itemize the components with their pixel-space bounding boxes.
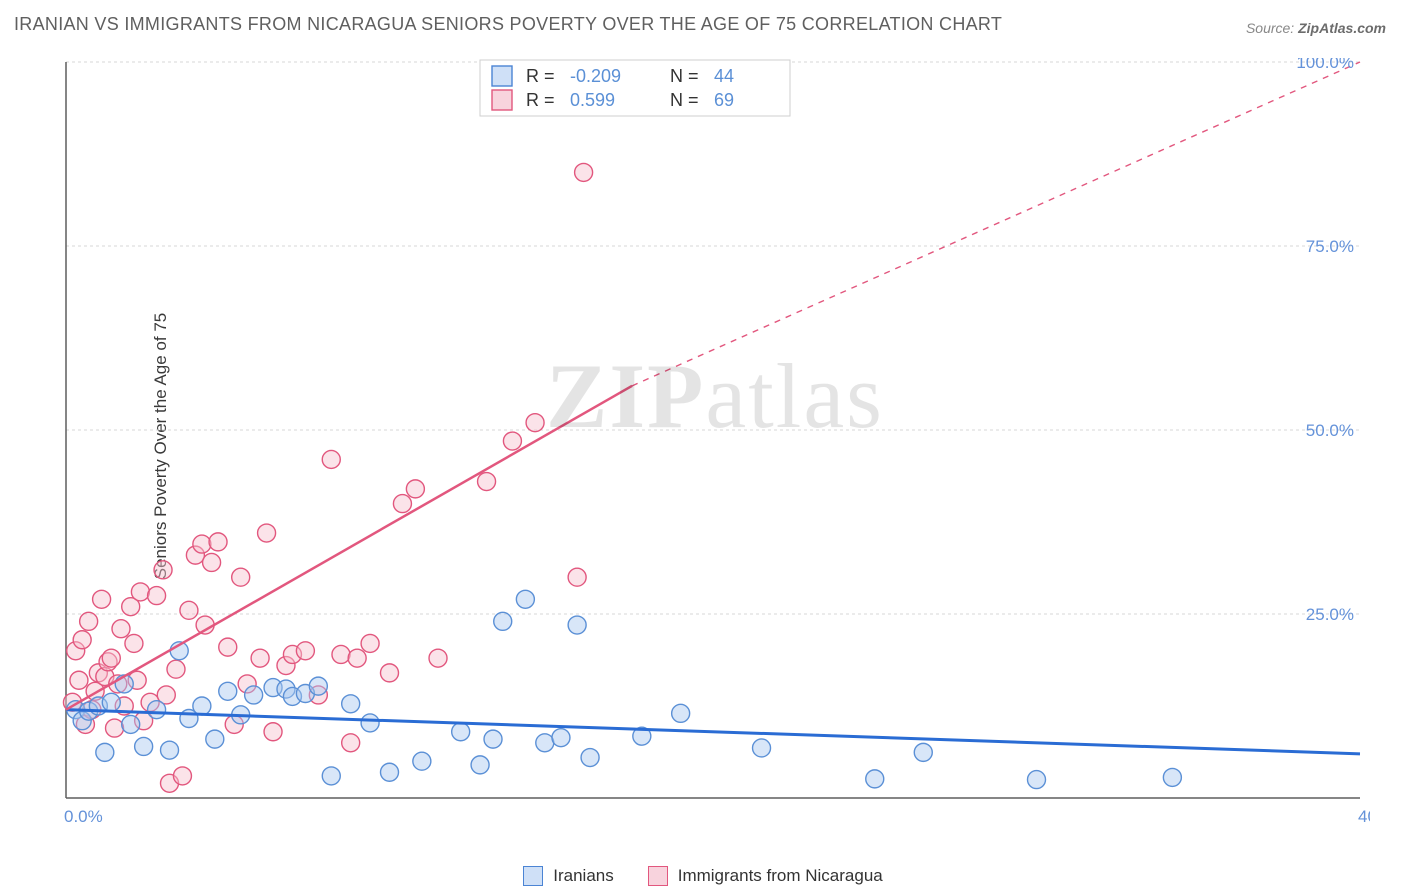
svg-text:40.0%: 40.0% — [1358, 807, 1370, 826]
series-blue-points — [67, 590, 1182, 788]
source-attribution: Source: ZipAtlas.com — [1246, 20, 1386, 36]
y-tick-labels: 25.0% 50.0% 75.0% 100.0% — [1296, 58, 1354, 624]
scatter-chart: 25.0% 50.0% 75.0% 100.0% 0.0% 40.0% R = -0.20… — [60, 58, 1370, 826]
bottom-legend: Iranians Immigrants from Nicaragua — [0, 866, 1406, 886]
svg-text:0.599: 0.599 — [570, 90, 615, 110]
chart-title: IRANIAN VS IMMIGRANTS FROM NICARAGUA SEN… — [14, 14, 1002, 35]
svg-text:-0.209: -0.209 — [570, 66, 621, 86]
legend-item-blue: Iranians — [523, 866, 613, 886]
svg-text:50.0%: 50.0% — [1306, 421, 1354, 440]
svg-text:100.0%: 100.0% — [1296, 58, 1354, 72]
source-name: ZipAtlas.com — [1298, 20, 1386, 36]
stats-legend: R = -0.209 N = 44 R = 0.599 N = 69 — [480, 60, 790, 116]
svg-text:44: 44 — [714, 66, 734, 86]
svg-text:R =: R = — [526, 66, 555, 86]
legend-label-pink: Immigrants from Nicaragua — [678, 866, 883, 886]
svg-text:N =: N = — [670, 90, 699, 110]
svg-text:69: 69 — [714, 90, 734, 110]
svg-text:R =: R = — [526, 90, 555, 110]
legend-swatch-pink — [648, 866, 668, 886]
x-tick-labels: 0.0% 40.0% — [64, 807, 1370, 826]
svg-text:25.0%: 25.0% — [1306, 605, 1354, 624]
legend-swatch-blue — [523, 866, 543, 886]
chart-area: 25.0% 50.0% 75.0% 100.0% 0.0% 40.0% R = -0.20… — [60, 58, 1370, 826]
svg-text:75.0%: 75.0% — [1306, 237, 1354, 256]
svg-text:N =: N = — [670, 66, 699, 86]
source-prefix: Source: — [1246, 20, 1298, 36]
series-pink-points — [63, 163, 592, 792]
legend-item-pink: Immigrants from Nicaragua — [648, 866, 883, 886]
legend-label-blue: Iranians — [553, 866, 613, 886]
svg-text:0.0%: 0.0% — [64, 807, 103, 826]
